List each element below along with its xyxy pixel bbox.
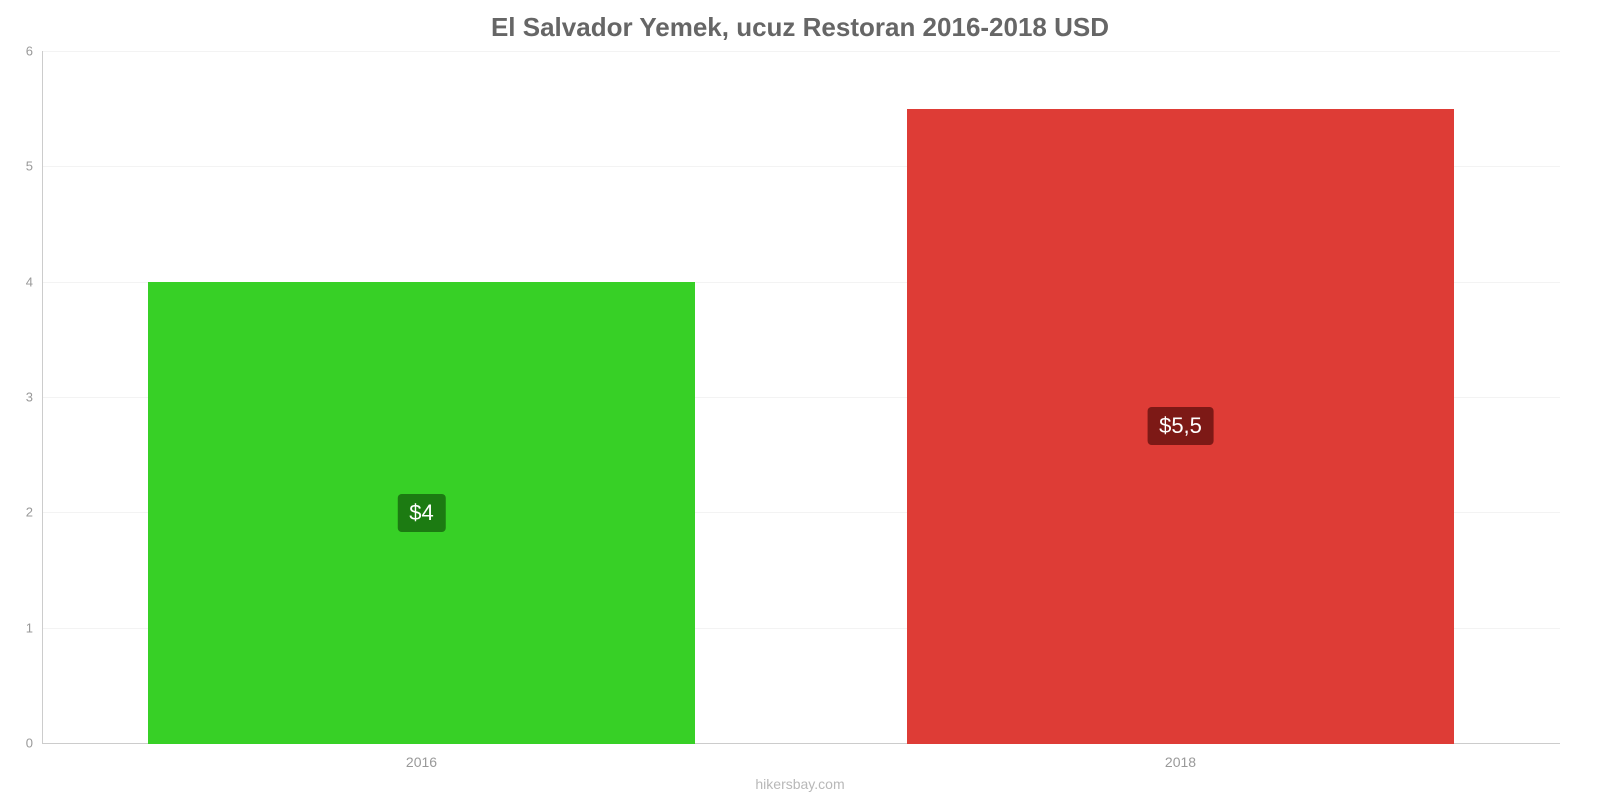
bar: $4 (148, 282, 694, 744)
chart-title: El Salvador Yemek, ucuz Restoran 2016-20… (0, 0, 1600, 51)
x-axis: 20162018 (42, 744, 1560, 770)
x-tick-label: 2016 (42, 754, 801, 770)
y-tick-label: 5 (13, 159, 43, 174)
x-tick-label: 2018 (801, 754, 1560, 770)
chart-container: El Salvador Yemek, ucuz Restoran 2016-20… (0, 0, 1600, 800)
bar-slot: $4 (42, 51, 801, 744)
bar-value-label: $4 (397, 494, 445, 532)
bar-value-label: $5,5 (1147, 407, 1214, 445)
bars-group: $4 $5,5 (42, 51, 1560, 744)
y-tick-label: 0 (13, 736, 43, 751)
bar: $5,5 (907, 109, 1453, 744)
source-label: hikersbay.com (0, 776, 1600, 792)
y-tick-label: 3 (13, 390, 43, 405)
y-tick-label: 4 (13, 274, 43, 289)
bar-slot: $5,5 (801, 51, 1560, 744)
y-tick-label: 6 (13, 44, 43, 59)
plot-area: 0123456 $4$5,5 20162018 (42, 51, 1560, 744)
y-tick-label: 2 (13, 505, 43, 520)
y-tick-label: 1 (13, 620, 43, 635)
